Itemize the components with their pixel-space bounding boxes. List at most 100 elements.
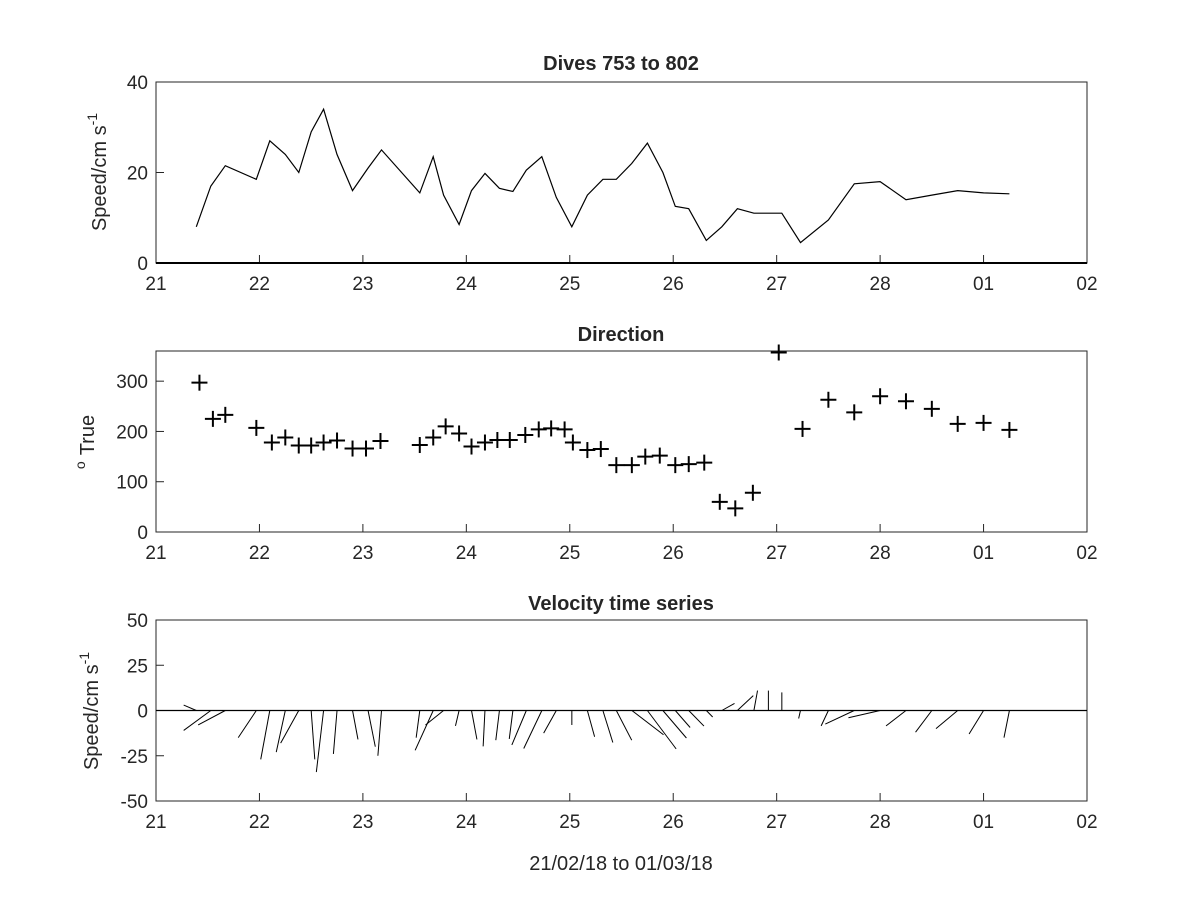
direction-plus-marker [623,457,640,474]
velocity-vector-stick [721,703,735,711]
direction-plus-marker [357,440,374,457]
speed-y-axis-label-superscript: -1 [84,113,100,126]
velocity-y-tick-label: 25 [127,656,148,677]
velocity-x-tick-label: 23 [352,812,373,833]
velocity-vector-stick [315,710,325,773]
direction-x-tick-label: 25 [559,543,580,564]
velocity-vector-stick [848,710,881,719]
velocity-vector-stick [183,710,212,731]
direction-plus-marker [543,420,560,437]
velocity-vector-stick [523,710,543,749]
velocity-vector-stick [586,710,596,737]
direction-plus-marker [770,344,787,361]
direction-plus-marker [556,421,573,438]
speed-x-tick-label: 28 [870,274,891,295]
direction-plus-marker [437,418,454,435]
speed-panel: Dives 753 to 802 Speed/cm s-1 21 22 23 24 25… [84,53,1098,295]
speed-data-layer [156,107,1087,264]
direction-plus-marker [315,434,332,451]
direction-plus-marker [476,434,493,451]
direction-plus-marker [451,425,468,442]
speed-y-tick-label: 40 [127,73,148,94]
velocity-vector-stick [332,710,338,754]
direction-axis-ticks: 21 22 23 24 25 26 27 28 01 02 0 100 200 300 [116,372,1097,564]
direction-x-tick-label: 01 [973,543,994,564]
velocity-data-layer [156,690,1087,773]
direction-y-axis-label-superscript: o [72,461,88,469]
direction-plus-marker [608,457,625,474]
velocity-y-axis-label-text: Speed/cm s [81,664,103,770]
direction-x-tick-label: 22 [249,543,270,564]
direction-plus-marker [303,437,320,454]
direction-plus-marker [579,442,596,459]
direction-plus-marker [463,438,480,455]
direction-plus-marker [217,406,234,423]
direction-plus-marker [744,484,761,501]
velocity-vector-stick [495,710,500,741]
speed-x-tick-label: 24 [456,274,478,295]
velocity-panel: Velocity time series Speed/cm s-1 21/02/… [76,593,1098,875]
velocity-y-tick-label: 50 [127,611,148,632]
speed-x-tick-label: 22 [249,274,270,295]
velocity-vector-stick [280,710,300,744]
velocity-vector-stick [352,710,359,740]
direction-x-tick-label: 27 [766,543,787,564]
direction-x-tick-label: 24 [456,543,478,564]
direction-plus-marker [696,454,713,471]
velocity-x-tick-label: 24 [456,812,478,833]
direction-plus-marker [820,391,837,408]
velocity-vector-stick [705,710,714,718]
velocity-vector-stick [377,710,383,756]
direction-plus-marker [263,434,280,451]
velocity-y-axis-label-superscript: -1 [76,652,92,665]
direction-plus-marker [680,456,697,473]
direction-x-tick-label: 02 [1076,543,1097,564]
speed-x-tick-label: 21 [145,274,166,295]
direction-plus-marker [949,415,966,432]
direction-plus-marker [248,419,265,436]
speed-x-tick-label: 26 [663,274,684,295]
direction-plus-marker [501,431,518,448]
velocity-vector-stick [275,710,286,753]
direction-y-tick-label: 300 [116,372,148,393]
velocity-vector-stick [646,710,677,750]
direction-panel: Direction o True 21 22 23 24 25 26 27 28 01 02 0 100… [72,324,1098,564]
direction-plus-marker [637,448,654,465]
velocity-x-axis-label: 21/02/18 to 01/03/18 [529,853,713,875]
direction-plus-marker [1001,421,1018,438]
velocity-x-tick-label: 21 [145,812,166,833]
direction-plus-marker [191,374,208,391]
velocity-x-tick-label: 27 [766,812,787,833]
speed-x-tick-label: 25 [559,274,580,295]
direction-plus-marker [651,447,668,464]
speed-plot-frame [155,81,1088,264]
speed-x-tick-label: 23 [352,274,373,295]
direction-plus-marker [975,414,992,431]
speed-axis-ticks: 21 22 23 24 25 26 27 28 01 02 0 20 40 [127,73,1098,295]
velocity-vector-stick [825,710,855,725]
speed-x-tick-label: 02 [1076,274,1097,295]
direction-plus-marker [872,388,889,405]
velocity-y-tick-label: -25 [121,747,148,768]
velocity-x-tick-label: 02 [1076,812,1097,833]
velocity-vector-stick [935,710,959,729]
direction-data-layer [191,344,1018,517]
velocity-vector-stick [602,710,614,743]
direction-plot-frame [155,350,1088,533]
speed-y-axis-label-text: Speed/cm s [89,125,111,231]
direction-plus-marker [667,457,684,474]
velocity-vector-stick [543,710,557,734]
velocity-vector-stick [753,690,759,711]
velocity-x-tick-label: 01 [973,812,994,833]
velocity-vector-stick [482,710,486,747]
velocity-vector-stick [310,710,316,760]
direction-plus-marker [711,493,728,510]
velocity-vector-stick [798,710,801,719]
velocity-x-tick-label: 22 [249,812,270,833]
direction-y-tick-label: 0 [137,523,148,544]
direction-plus-marker [372,432,389,449]
velocity-vector-stick [820,710,829,727]
speed-x-tick-label: 27 [766,274,787,295]
direction-plus-marker [897,393,914,410]
velocity-vector-stick [968,710,984,735]
